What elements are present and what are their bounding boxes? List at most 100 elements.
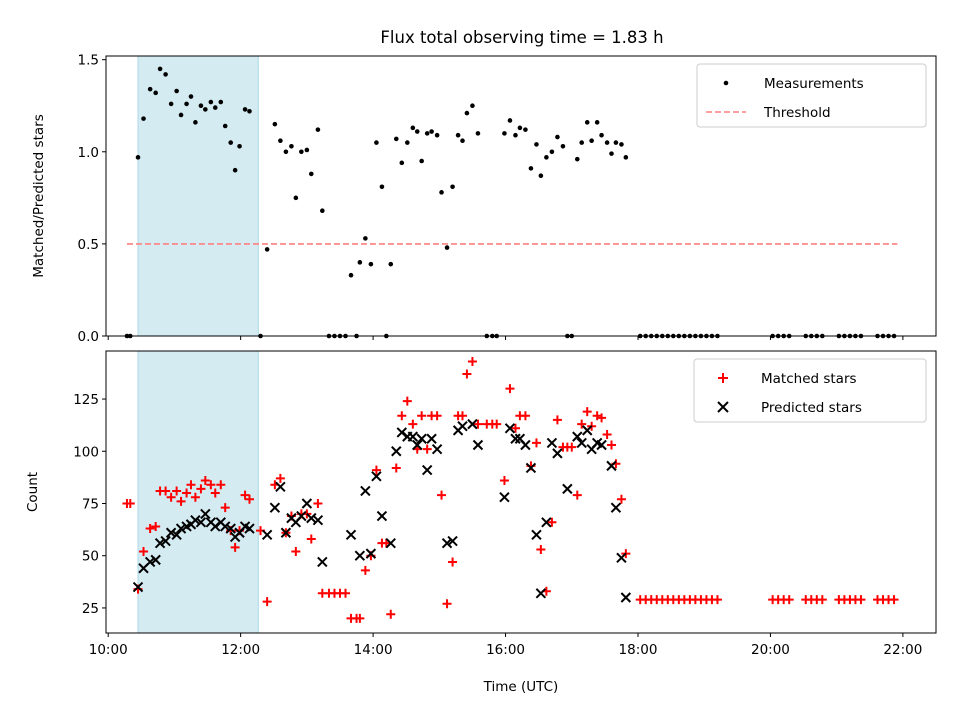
measurements-point: [283, 149, 289, 155]
measurements-point: [208, 99, 214, 105]
measurements-point: [399, 160, 405, 166]
measurements-point: [388, 261, 394, 267]
matched-stars-point: [536, 544, 546, 554]
measurements-point: [184, 101, 189, 107]
matched-stars-point: [817, 595, 827, 605]
matched-stars-point: [499, 476, 509, 486]
matched-stars-point: [145, 524, 155, 534]
predicted-stars-point: [225, 523, 236, 534]
ratio-panel-frame: [105, 55, 937, 337]
measurements-point: [363, 236, 368, 241]
predicted-stars-point: [441, 537, 453, 549]
matched-stars-point: [240, 490, 250, 500]
predicted-stars-point: [244, 523, 255, 534]
matched-stars-point: [262, 597, 272, 607]
matched-stars-point: [291, 547, 301, 557]
measurements-point: [247, 108, 252, 114]
measurements-point: [163, 72, 168, 77]
measurements-point: [393, 136, 399, 142]
measurements-point: [517, 125, 523, 131]
measurements-point: [157, 66, 163, 72]
predicted-stars-point: [616, 552, 627, 564]
predicted-stars-point: [620, 592, 632, 603]
measurements-point: [528, 166, 534, 171]
matched-stars-point: [360, 565, 370, 575]
measurements-point: [502, 131, 507, 136]
measurements-point: [414, 129, 420, 134]
measurements-point: [272, 121, 278, 127]
ratio-panel-ylabel: Matched/Predicted stars: [31, 114, 47, 277]
x-tick-label: 10:00: [89, 642, 128, 658]
matched-stars-point: [186, 480, 196, 490]
measurements-point: [264, 247, 270, 252]
predicted-stars-point: [275, 481, 286, 492]
predicted-stars-point: [546, 437, 558, 449]
matched-stars-point: [417, 411, 427, 421]
predicted-stars-point: [306, 512, 317, 524]
measurements-point: [560, 143, 566, 149]
y-tick-label: 125: [73, 392, 99, 408]
predicted-stars-point: [421, 464, 433, 476]
y-tick-label: 1.0: [78, 145, 99, 161]
predicted-stars-point: [596, 439, 607, 451]
measurements-point: [289, 143, 294, 149]
matched-stars-point: [572, 490, 582, 500]
measurements-point: [579, 140, 585, 145]
matched-stars-point: [442, 599, 452, 609]
predicted-stars-legend-label: Predicted stars: [761, 400, 862, 416]
matched-stars-point: [230, 542, 240, 552]
legend-box: [693, 358, 927, 423]
matched-stars-point: [510, 423, 520, 433]
matched-stars-point: [520, 411, 530, 421]
predicted-stars-point: [165, 527, 177, 538]
measurements-point: [444, 245, 450, 250]
x-tick-label: 22:00: [883, 642, 922, 658]
measurements-point: [544, 155, 549, 160]
predicted-stars-point: [582, 425, 593, 436]
measurements-legend-handle: [723, 80, 729, 86]
predicted-stars-point: [447, 535, 458, 547]
y-tick-label: 1.5: [78, 53, 99, 69]
predicted-stars-point: [190, 514, 201, 526]
measurements-point: [278, 138, 283, 144]
matched-stars-point: [176, 496, 186, 506]
predicted-stars-point: [472, 439, 484, 451]
predicted-stars-point: [535, 588, 547, 599]
measurements-point: [584, 120, 590, 125]
measurements-point: [228, 140, 234, 145]
matched-stars-point: [552, 415, 562, 425]
matched-stars-point: [432, 411, 442, 421]
predicted-stars-point: [606, 460, 617, 472]
matched-stars-point: [784, 595, 794, 605]
measurements-point: [549, 149, 555, 155]
measurements-point: [293, 195, 299, 201]
predicted-stars-point: [457, 420, 468, 432]
measurements-point: [609, 151, 614, 156]
measurements-point: [315, 127, 321, 132]
measurements-point: [460, 138, 465, 144]
y-tick-label: 0.5: [78, 237, 99, 253]
measurements-point: [368, 261, 374, 267]
measurements-point: [242, 107, 248, 112]
count-panel-shaded-region: [138, 351, 259, 633]
predicted-stars-legend-handle: [717, 401, 729, 413]
predicted-stars-point: [261, 529, 273, 541]
predicted-stars-point: [175, 523, 187, 534]
measurements-point: [222, 123, 228, 129]
measurements-point: [218, 99, 224, 105]
predicted-stars-point: [525, 462, 537, 474]
measurements-point: [141, 116, 146, 121]
matched-stars-point: [597, 413, 607, 423]
matched-stars-point: [531, 438, 541, 448]
matched-stars-point: [220, 503, 230, 513]
matched-stars-point: [856, 595, 866, 605]
matched-stars-point: [397, 411, 407, 421]
predicted-stars-point: [171, 529, 182, 541]
predicted-stars-point: [154, 537, 166, 549]
predicted-stars-point: [412, 439, 423, 451]
matched-stars-point: [402, 396, 412, 406]
measurements-point: [623, 155, 629, 160]
threshold-legend-label: Threshold: [763, 105, 831, 121]
measurements-point: [193, 120, 198, 125]
matched-stars-point: [306, 534, 316, 544]
